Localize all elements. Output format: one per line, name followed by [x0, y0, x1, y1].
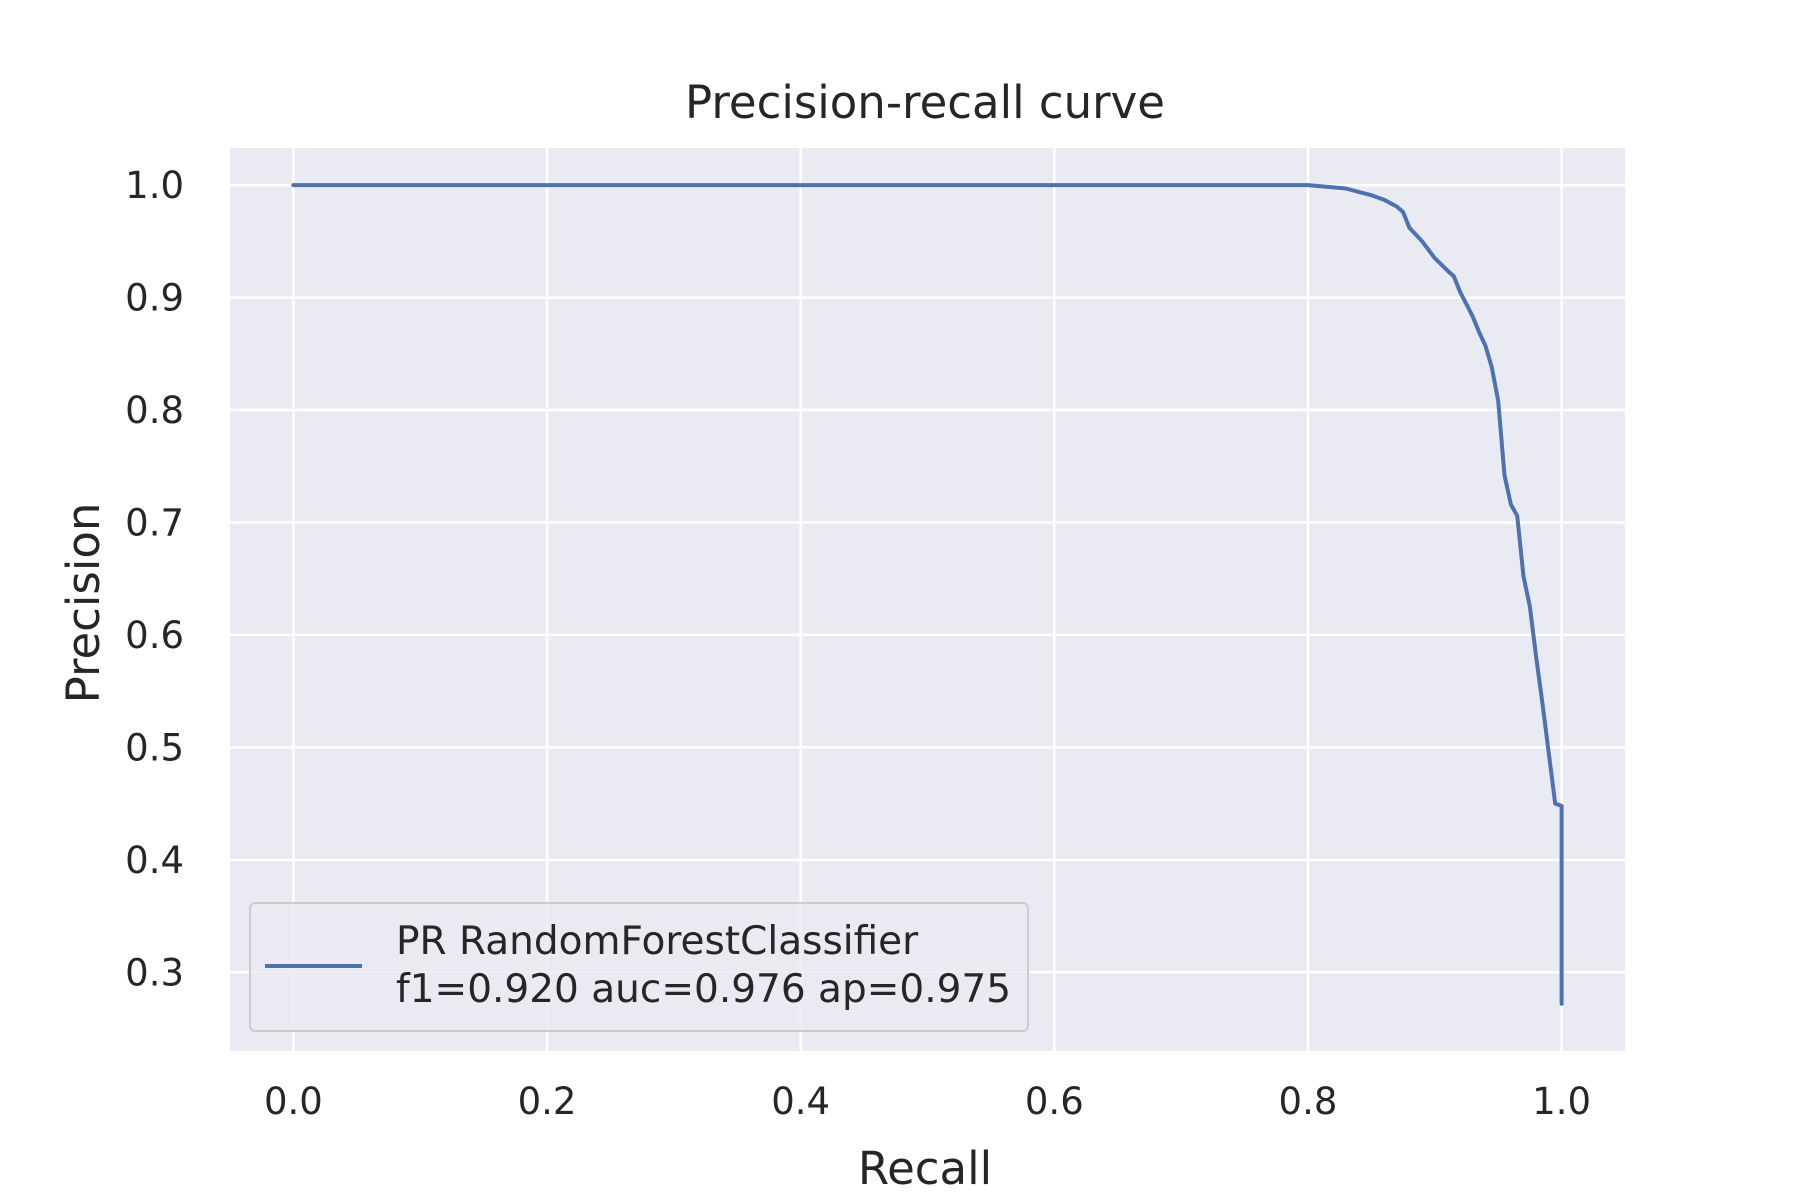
y-axis-label: Precision [57, 503, 110, 704]
x-tick-labels: 0.0 0.2 0.4 0.6 0.8 1.0 [264, 1080, 1591, 1123]
y-tick-label: 0.5 [125, 726, 184, 769]
series-lines [291, 183, 1564, 1006]
legend-metrics: f1=0.920 auc=0.976 ap=0.975 [396, 967, 1011, 1012]
y-tick-label: 1.0 [125, 164, 184, 207]
y-tick-label: 0.6 [125, 614, 184, 657]
legend-box [249, 902, 1029, 1032]
y-tick-label: 0.7 [125, 501, 184, 544]
pr-curve-line [291, 183, 1564, 1006]
y-tick-label: 0.8 [125, 389, 184, 432]
x-tick-label: 0.8 [1279, 1080, 1338, 1123]
x-tick-label: 0.2 [518, 1080, 577, 1123]
legend-series-name: PR RandomForestClassifier [396, 919, 919, 964]
chart-title: Precision-recall curve [685, 76, 1165, 129]
y-tick-label: 0.3 [125, 951, 184, 994]
x-tick-label: 1.0 [1532, 1080, 1591, 1123]
x-tick-label: 0.4 [771, 1080, 830, 1123]
y-tick-label: 0.4 [125, 839, 184, 882]
x-tick-label: 0.6 [1025, 1080, 1084, 1123]
x-axis-label: Recall [858, 1142, 992, 1195]
legend: PR RandomForestClassifier f1=0.920 auc=0… [249, 902, 1029, 1032]
y-tick-label: 0.9 [125, 277, 184, 320]
y-tick-labels: 0.3 0.4 0.5 0.6 0.7 0.8 0.9 1.0 [125, 164, 184, 994]
x-tick-label: 0.0 [264, 1080, 323, 1123]
